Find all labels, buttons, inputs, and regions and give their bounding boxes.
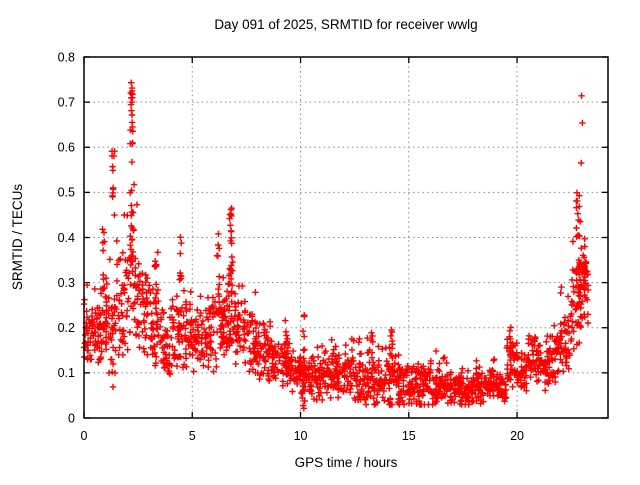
y-tick-label: 0.2 — [58, 321, 75, 335]
y-tick-label: 0.7 — [58, 95, 75, 109]
x-tick-label: 15 — [402, 429, 416, 443]
x-axis-label: GPS time / hours — [295, 455, 398, 470]
y-axis-label: SRMTID / TECUs — [10, 184, 25, 291]
x-tick-label: 10 — [294, 429, 308, 443]
plot-border — [83, 56, 609, 419]
chart-title: Day 091 of 2025, SRMTID for receiver wwl… — [214, 17, 477, 32]
data-series — [80, 79, 592, 412]
y-tick-label: 0.8 — [58, 50, 75, 64]
y-tick-label: 0.5 — [58, 186, 75, 200]
y-tick-label: 0.3 — [58, 276, 75, 290]
x-tick-label: 0 — [81, 429, 88, 443]
x-tick-label: 5 — [189, 429, 196, 443]
y-tick-label: 0 — [68, 411, 75, 425]
x-tick-label: 20 — [510, 429, 524, 443]
tick-labels: 0 5 10 15 20 0 0.1 0.2 0.3 0.4 0.5 0.6 0.7 0.8 — [58, 50, 524, 443]
y-tick-label: 0.4 — [58, 231, 75, 245]
scatter-points — [80, 79, 592, 412]
y-tick-label: 0.1 — [58, 366, 75, 380]
y-tick-label: 0.6 — [58, 141, 75, 155]
